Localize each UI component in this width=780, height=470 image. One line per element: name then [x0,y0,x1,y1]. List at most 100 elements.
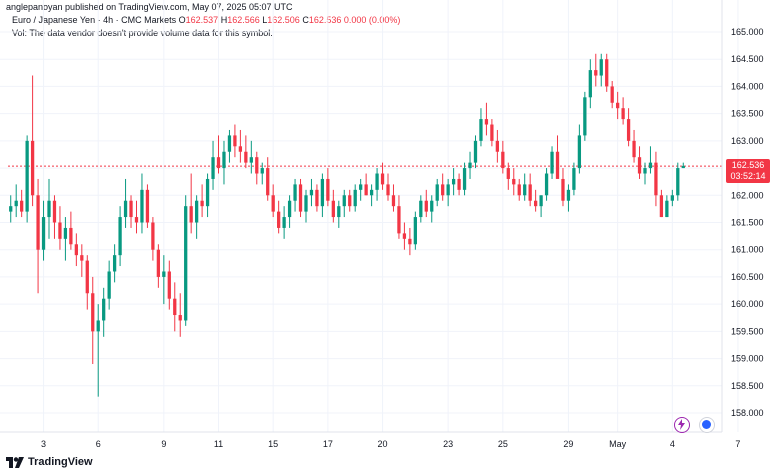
candle [9,195,13,223]
candle-body [665,200,669,218]
time-tick-label: 6 [96,439,101,449]
candle [637,146,642,179]
time-tick-label: 11 [214,439,223,449]
candle [260,162,264,185]
candle-body [249,157,253,163]
price-tick-label: 160.000 [731,299,764,309]
time-tick-label: 4 [670,439,675,449]
candle-body [533,200,538,207]
candle [63,217,68,261]
candle-body [331,200,335,218]
candle [369,184,374,207]
candle [665,195,669,218]
candle [30,75,35,207]
candle [331,189,335,223]
candle [151,217,155,261]
candle-body [419,200,423,218]
candle-body [178,315,182,321]
candle [413,211,417,250]
candle-body [14,200,18,207]
candle [167,260,171,310]
candle-body [293,184,297,201]
candle [523,173,527,201]
candle [479,108,483,147]
candle-body [430,200,434,212]
candle [605,53,609,92]
candle [96,304,100,397]
candle-body [659,195,664,218]
candle [473,135,478,169]
candle-body [594,70,598,76]
last-price-badge: 162.536 03:52:14 [726,159,770,183]
candle [446,178,450,207]
candle [462,162,467,196]
tradingview-logo-icon [6,456,24,468]
candle-body [359,184,363,190]
candle-body [156,249,161,277]
candle-body [58,222,62,239]
candle-body [326,178,330,201]
candle [391,184,396,212]
publisher-header: anglepanoyan published on TradingView.co… [6,2,293,12]
candle-body [402,233,407,239]
candle-body [112,255,117,272]
candle-body [96,320,100,332]
candle [402,222,407,250]
high-label: H [220,15,228,25]
candle [52,195,57,239]
candle-body [364,184,368,196]
price-tick-label: 158.500 [731,381,764,391]
candle [211,140,215,190]
candle [342,189,346,218]
candle [85,255,89,310]
candle [255,151,259,185]
candle [441,173,445,201]
candle-body [298,184,303,212]
candle [112,244,117,283]
time-tick-label: 3 [41,439,46,449]
candle-body [233,135,237,147]
candle [375,168,379,201]
candle-body [643,168,647,174]
candle-body [473,140,478,163]
candle-body [583,97,587,136]
candle [266,157,270,201]
candle-body [446,184,450,196]
candle [20,189,24,218]
candle-body [626,119,631,141]
candle [506,162,510,190]
candle-body [380,173,385,185]
candle [555,135,560,179]
candle [293,178,297,212]
candle [298,178,303,218]
candle-body [140,189,144,223]
candle-body [468,162,472,169]
candle [25,135,29,223]
price-tick-label: 158.000 [731,408,764,418]
time-tick-label: 29 [563,439,573,449]
candle-body [282,217,286,228]
low-value: 162.506 [267,15,300,25]
candle [178,293,182,337]
lightning-icon[interactable] [674,417,690,433]
candle-body [271,195,275,212]
candle-body [91,293,95,332]
candle-body [572,168,576,190]
candle [435,178,439,207]
candle-body [424,200,428,212]
candle-body [397,206,401,234]
time-tick-label: May [609,439,627,449]
candle [118,206,122,267]
candle-body [52,200,57,223]
tradingview-footer[interactable]: TradingView [6,455,93,469]
candle [326,168,330,207]
time-tick-label: 20 [378,439,388,449]
candle [36,178,40,294]
calendar-dot-icon[interactable] [699,417,715,433]
candle [654,151,658,207]
candle [594,53,598,87]
candle [282,206,286,239]
candle [320,173,325,218]
candle [58,206,62,250]
